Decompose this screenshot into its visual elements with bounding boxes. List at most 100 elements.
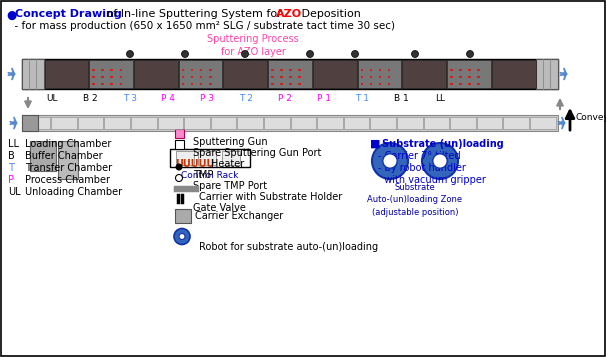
Bar	[459, 75, 462, 78]
Bar	[200, 82, 202, 85]
Text: Carrier with Substrate Holder: Carrier with Substrate Holder	[199, 192, 342, 202]
Bar	[176, 151, 194, 165]
Text: UL: UL	[8, 187, 21, 197]
Text: T 3: T 3	[122, 94, 136, 103]
Bar	[170, 149, 250, 167]
Bar	[388, 75, 390, 78]
Bar	[370, 75, 372, 78]
Bar	[191, 82, 193, 85]
Text: B 1: B 1	[394, 94, 408, 103]
Text: Carrier Exchanger: Carrier Exchanger	[195, 211, 283, 221]
Bar	[200, 69, 202, 71]
Bar	[289, 69, 292, 71]
Bar	[492, 60, 536, 88]
Bar	[289, 75, 292, 78]
Bar	[379, 75, 381, 78]
Bar	[450, 69, 453, 71]
Bar	[450, 117, 476, 129]
Bar	[447, 60, 491, 88]
Bar	[388, 82, 390, 85]
Bar	[184, 117, 210, 129]
Bar	[271, 75, 274, 78]
Bar	[211, 117, 236, 129]
Bar	[175, 129, 184, 138]
Circle shape	[383, 154, 397, 168]
Bar	[198, 151, 216, 165]
Bar	[388, 69, 390, 71]
Bar	[92, 82, 95, 85]
Text: AZO: AZO	[276, 9, 302, 19]
Bar	[134, 60, 178, 88]
Text: LL: LL	[8, 139, 19, 149]
Text: P: P	[8, 175, 14, 185]
Text: P 2: P 2	[278, 94, 291, 103]
Bar	[22, 59, 44, 89]
Circle shape	[422, 143, 458, 179]
Text: ■: ■	[370, 139, 381, 149]
Bar	[530, 117, 556, 129]
Bar	[358, 60, 401, 88]
Bar	[268, 60, 312, 88]
Bar	[361, 82, 363, 85]
Bar	[92, 75, 95, 78]
Bar	[402, 60, 446, 88]
Bar	[477, 117, 502, 129]
Bar	[271, 69, 274, 71]
Text: Substrate
Auto-(un)loading Zone
(adjustable position): Substrate Auto-(un)loading Zone (adjusta…	[367, 183, 462, 217]
Bar	[110, 82, 113, 85]
Bar	[119, 69, 122, 71]
Circle shape	[411, 50, 419, 57]
Bar	[299, 69, 301, 71]
Bar	[78, 117, 103, 129]
Text: B: B	[8, 151, 15, 161]
Bar	[110, 69, 113, 71]
Bar	[478, 75, 480, 78]
Bar	[209, 69, 211, 71]
Bar	[182, 69, 184, 71]
Bar	[370, 82, 372, 85]
Bar	[361, 75, 363, 78]
Bar	[271, 82, 274, 85]
Bar	[504, 117, 529, 129]
Text: ●: ●	[6, 9, 16, 22]
Circle shape	[351, 50, 359, 57]
Bar	[280, 75, 283, 78]
Bar	[361, 69, 363, 71]
Bar	[224, 60, 267, 88]
Bar	[175, 140, 184, 149]
Text: - by robot handler: - by robot handler	[378, 163, 466, 173]
Circle shape	[433, 154, 447, 168]
Circle shape	[127, 50, 133, 57]
Text: UL: UL	[46, 94, 58, 103]
Bar	[200, 75, 202, 78]
Bar	[536, 59, 558, 89]
Bar	[290, 117, 316, 129]
Text: Robot for substrate auto-(un)loading: Robot for substrate auto-(un)loading	[199, 241, 378, 251]
Text: Substrate (un)loading: Substrate (un)loading	[382, 139, 504, 149]
Text: T 2: T 2	[239, 94, 253, 103]
Text: P 4: P 4	[161, 94, 175, 103]
Bar	[424, 117, 449, 129]
Bar	[191, 69, 193, 71]
Text: with vacuum gripper: with vacuum gripper	[378, 175, 486, 185]
Text: Spare TMP Port: Spare TMP Port	[193, 181, 267, 191]
Circle shape	[179, 233, 185, 240]
Text: Sputtering Gun: Sputtering Gun	[193, 137, 268, 147]
Bar	[264, 117, 290, 129]
Text: Spare Sputtering Gun Port: Spare Sputtering Gun Port	[193, 148, 321, 158]
Bar	[101, 69, 104, 71]
Bar	[397, 117, 422, 129]
Bar	[51, 117, 77, 129]
Bar	[299, 82, 301, 85]
Text: Transfer Chamber: Transfer Chamber	[25, 163, 112, 173]
Bar	[313, 60, 356, 88]
Text: T: T	[8, 163, 14, 173]
Text: P 3: P 3	[200, 94, 214, 103]
Circle shape	[307, 50, 313, 57]
Text: Loading Chamber: Loading Chamber	[25, 139, 112, 149]
Bar	[110, 75, 113, 78]
Bar	[450, 82, 453, 85]
Bar	[30, 141, 56, 171]
Bar	[22, 59, 558, 89]
Bar	[104, 117, 130, 129]
